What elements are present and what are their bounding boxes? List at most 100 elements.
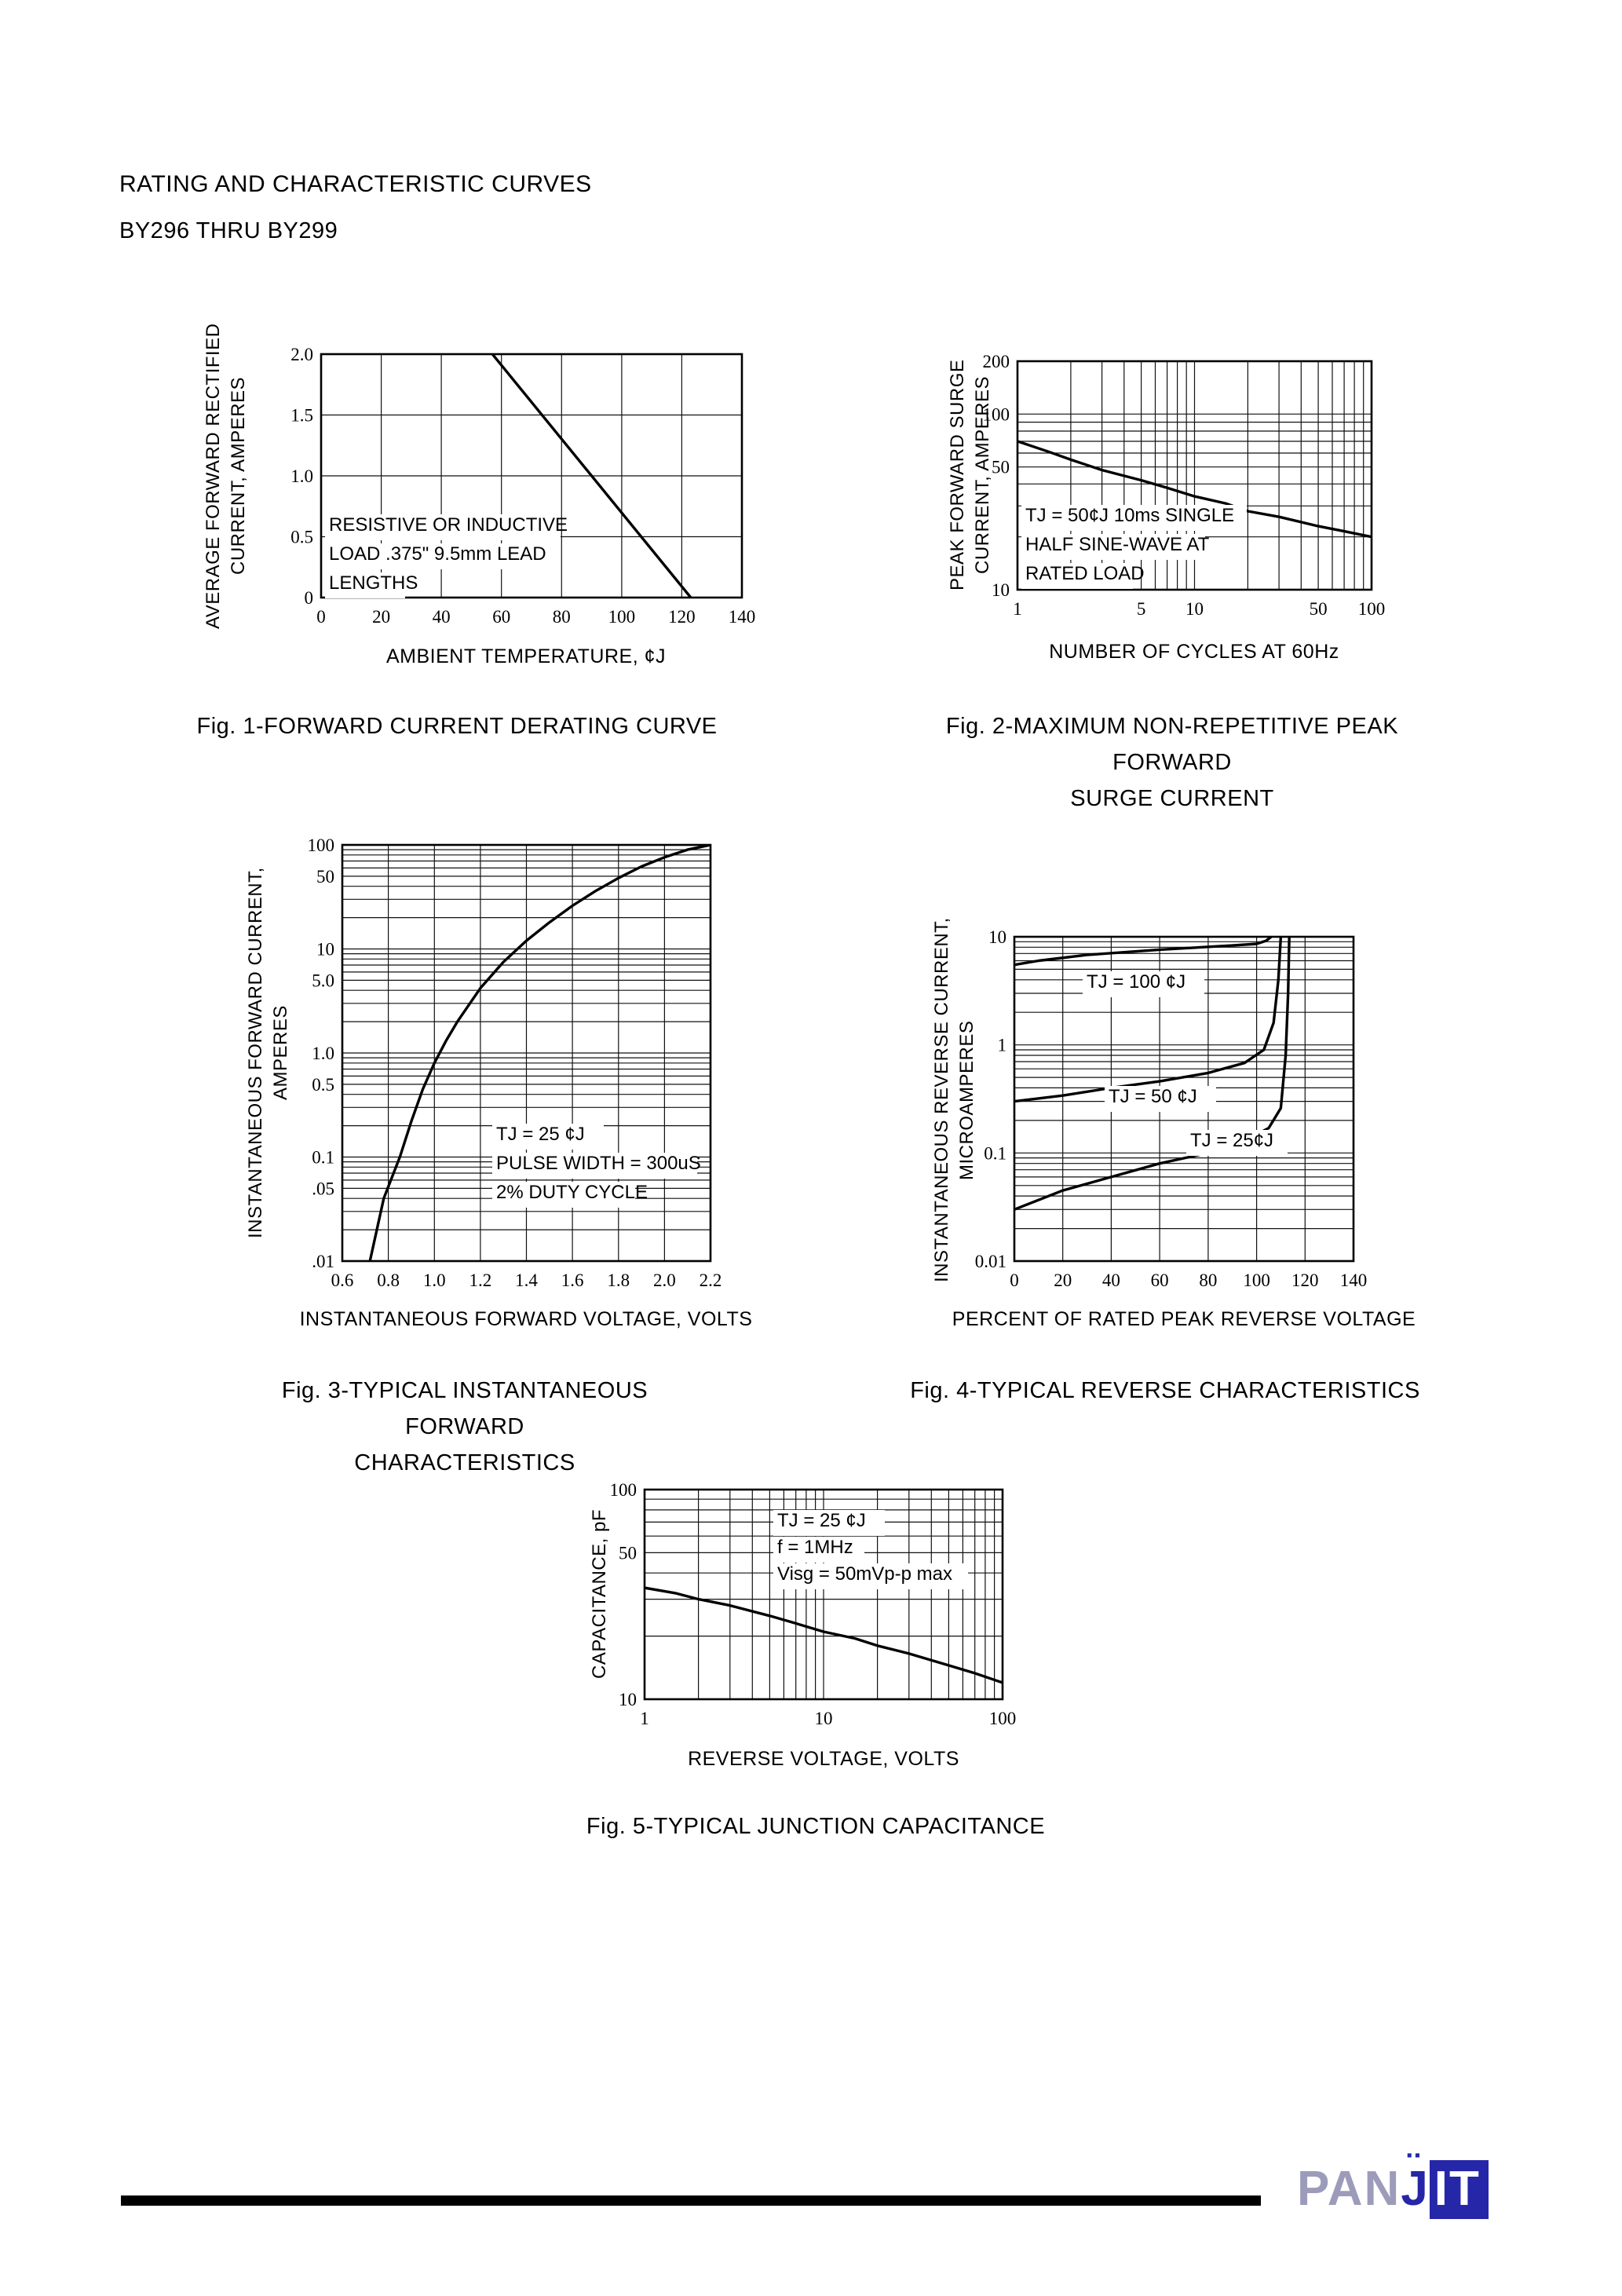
x-tick-label: 20 bbox=[1054, 1270, 1072, 1290]
fig2-y-axis-label-line1: PEAK FORWARD SURGE bbox=[947, 359, 968, 591]
x-tick-label: 0 bbox=[1010, 1270, 1019, 1290]
y-tick-label: 50 bbox=[992, 458, 1010, 477]
logo-j-text: J bbox=[1401, 2162, 1429, 2216]
part-number-range: BY296 THRU BY299 bbox=[119, 218, 338, 243]
fig4-tj-100-curve bbox=[1014, 937, 1273, 967]
fig1-y-axis-label-line2: CURRENT, AMPERES bbox=[228, 376, 249, 576]
fig2-plot-frame bbox=[1016, 360, 1373, 591]
y-tick-label: 0.1 bbox=[984, 1143, 1006, 1163]
fig3-caption-line2: CHARACTERISTICS bbox=[354, 1450, 575, 1475]
x-tick-label: 1 bbox=[640, 1709, 649, 1728]
y-tick-label: 1.5 bbox=[290, 406, 313, 426]
fig1-annotation: LOAD .375" 9.5mm LEAD bbox=[329, 543, 546, 565]
annotation-bg bbox=[1186, 1130, 1288, 1156]
x-tick-label: 120 bbox=[668, 607, 696, 627]
fig3-y-axis-label-line1: INSTANTANEOUS FORWARD CURRENT, bbox=[245, 867, 266, 1239]
y-tick-label: 0.1 bbox=[312, 1148, 334, 1168]
fig1-caption: Fig. 1-FORWARD CURRENT DERATING CURVE bbox=[196, 714, 718, 739]
footer-rule bbox=[121, 2195, 1261, 2206]
fig1-annotation: RESISTIVE OR INDUCTIVE bbox=[329, 514, 568, 536]
fig3-chart: 0.6 0.8 1.0 1.2 1.4 1.6 1.8 2.0 2.2 100 50 10 5.0 1.0… bbox=[308, 835, 722, 1290]
fig5-plot-frame bbox=[643, 1488, 1004, 1701]
y-tick-label: 50 bbox=[316, 867, 334, 887]
fig3-y-axis-label: INSTANTANEOUS FORWARD CURRENT, AMPERES bbox=[243, 852, 294, 1254]
x-tick-label: 20 bbox=[372, 607, 390, 627]
fig2-surge-current-curve bbox=[1017, 440, 1372, 539]
fig3-caption: Fig. 3-TYPICAL INSTANTANEOUS FORWARD CHA… bbox=[229, 1373, 700, 1481]
x-tick-label: 100 bbox=[608, 607, 636, 627]
fig3-annotation: TJ = 25 ¢J bbox=[496, 1124, 585, 1145]
x-tick-label: 10 bbox=[1185, 599, 1204, 619]
fig1-plot-frame bbox=[320, 353, 743, 599]
x-tick-label: 1.0 bbox=[423, 1270, 446, 1290]
x-tick-label: 100 bbox=[1243, 1270, 1270, 1290]
x-tick-label: 40 bbox=[433, 607, 451, 627]
x-tick-label: 60 bbox=[1151, 1270, 1169, 1290]
annotation-bg bbox=[1021, 563, 1133, 589]
fig4-caption: Fig. 4-TYPICAL REVERSE CHARACTERISTICS bbox=[910, 1378, 1420, 1403]
fig5-y-axis-label: CAPACITANCE, pF bbox=[587, 1476, 612, 1712]
y-tick-label: .05 bbox=[312, 1179, 334, 1198]
annotation-bg bbox=[492, 1182, 635, 1208]
fig5-caption: Fig. 5-TYPICAL JUNCTION CAPACITANCE bbox=[586, 1814, 1046, 1839]
fig2-y-axis-label-line2: CURRENT, AMPERES bbox=[972, 375, 993, 575]
page-title: RATING AND CHARACTERISTIC CURVES bbox=[119, 171, 592, 197]
x-tick-label: 2.0 bbox=[653, 1270, 676, 1290]
fig4-y-axis-label-line1: INSTANTANEOUS REVERSE CURRENT, bbox=[931, 917, 952, 1283]
y-tick-label: 0.5 bbox=[312, 1075, 334, 1095]
y-tick-label: 0.01 bbox=[975, 1252, 1006, 1271]
x-tick-label: 100 bbox=[989, 1709, 1017, 1728]
y-tick-label: 1 bbox=[998, 1036, 1007, 1055]
x-tick-label: 40 bbox=[1102, 1270, 1120, 1290]
x-tick-label: 2.2 bbox=[700, 1270, 722, 1290]
annotation-bg bbox=[1021, 505, 1247, 531]
y-tick-label: 50 bbox=[619, 1543, 637, 1563]
x-tick-label: 0.8 bbox=[377, 1270, 400, 1290]
fig2-x-axis-label: NUMBER OF CYCLES AT 60Hz bbox=[1049, 641, 1339, 663]
fig5-annotation: Visg = 50mVp-p max bbox=[777, 1563, 952, 1585]
annotation-bg bbox=[492, 1153, 697, 1179]
x-tick-label: 80 bbox=[553, 607, 571, 627]
x-tick-label: 140 bbox=[729, 607, 756, 627]
y-tick-label: 200 bbox=[983, 352, 1010, 371]
x-tick-label: 1.2 bbox=[469, 1270, 492, 1290]
fig4-plot-frame bbox=[1013, 935, 1355, 1263]
y-tick-label: 1.0 bbox=[312, 1044, 334, 1063]
x-tick-label: 0.6 bbox=[331, 1270, 354, 1290]
y-tick-label: 10 bbox=[992, 580, 1010, 600]
fig4-x-axis-label: PERCENT OF RATED PEAK REVERSE VOLTAGE bbox=[952, 1308, 1416, 1330]
fig1-chart: 0 20 40 60 80 100 120 140 2.0 1.5 1.0 0.5 0 RESISTIVE… bbox=[290, 345, 755, 627]
logo-it-text: IT bbox=[1429, 2160, 1489, 2219]
x-tick-label: 10 bbox=[815, 1709, 833, 1728]
annotation-bg bbox=[773, 1537, 864, 1563]
annotation-bg bbox=[1021, 534, 1205, 560]
y-tick-label: 10 bbox=[988, 927, 1006, 947]
y-tick-label: 100 bbox=[983, 404, 1010, 424]
annotation-bg bbox=[492, 1124, 604, 1150]
fig3-x-axis-label: INSTANTANEOUS FORWARD VOLTAGE, VOLTS bbox=[299, 1308, 753, 1330]
fig1-annotation: LENGTHS bbox=[329, 572, 418, 594]
fig2-caption-line2: SURGE CURRENT bbox=[1070, 786, 1274, 811]
x-tick-label: 60 bbox=[492, 607, 510, 627]
annotation-bg bbox=[325, 514, 561, 540]
fig2-chart: 1 5 10 50 100 200 100 50 10 TJ = 50¢J 10ms SINGLE… bbox=[983, 352, 1386, 619]
fig1-x-axis-label: AMBIENT TEMPERATURE, ¢J bbox=[385, 645, 666, 667]
y-tick-label: 10 bbox=[316, 940, 334, 960]
x-tick-label: 50 bbox=[1310, 599, 1328, 619]
x-tick-label: 100 bbox=[1358, 599, 1386, 619]
fig1-y-axis-label: AVERAGE FORWARD RECTIFIED CURRENT, AMPER… bbox=[201, 319, 251, 633]
y-tick-label: 100 bbox=[610, 1480, 637, 1500]
fig5-annotation: TJ = 25 ¢J bbox=[777, 1510, 866, 1531]
fig5-y-axis-label-line1: CAPACITANCE, pF bbox=[589, 1509, 610, 1679]
y-tick-label: 10 bbox=[619, 1690, 637, 1709]
fig3-annotation: PULSE WIDTH = 300uS bbox=[496, 1153, 701, 1174]
annotation-bg bbox=[1105, 1086, 1216, 1112]
x-tick-label: 0 bbox=[316, 607, 326, 627]
fig2-annotation: HALF SINE-WAVE AT bbox=[1025, 534, 1210, 555]
y-tick-label: 1.0 bbox=[290, 466, 313, 486]
x-tick-label: 80 bbox=[1199, 1270, 1217, 1290]
y-tick-label: 2.0 bbox=[290, 345, 313, 364]
annotation-bg bbox=[325, 543, 550, 569]
